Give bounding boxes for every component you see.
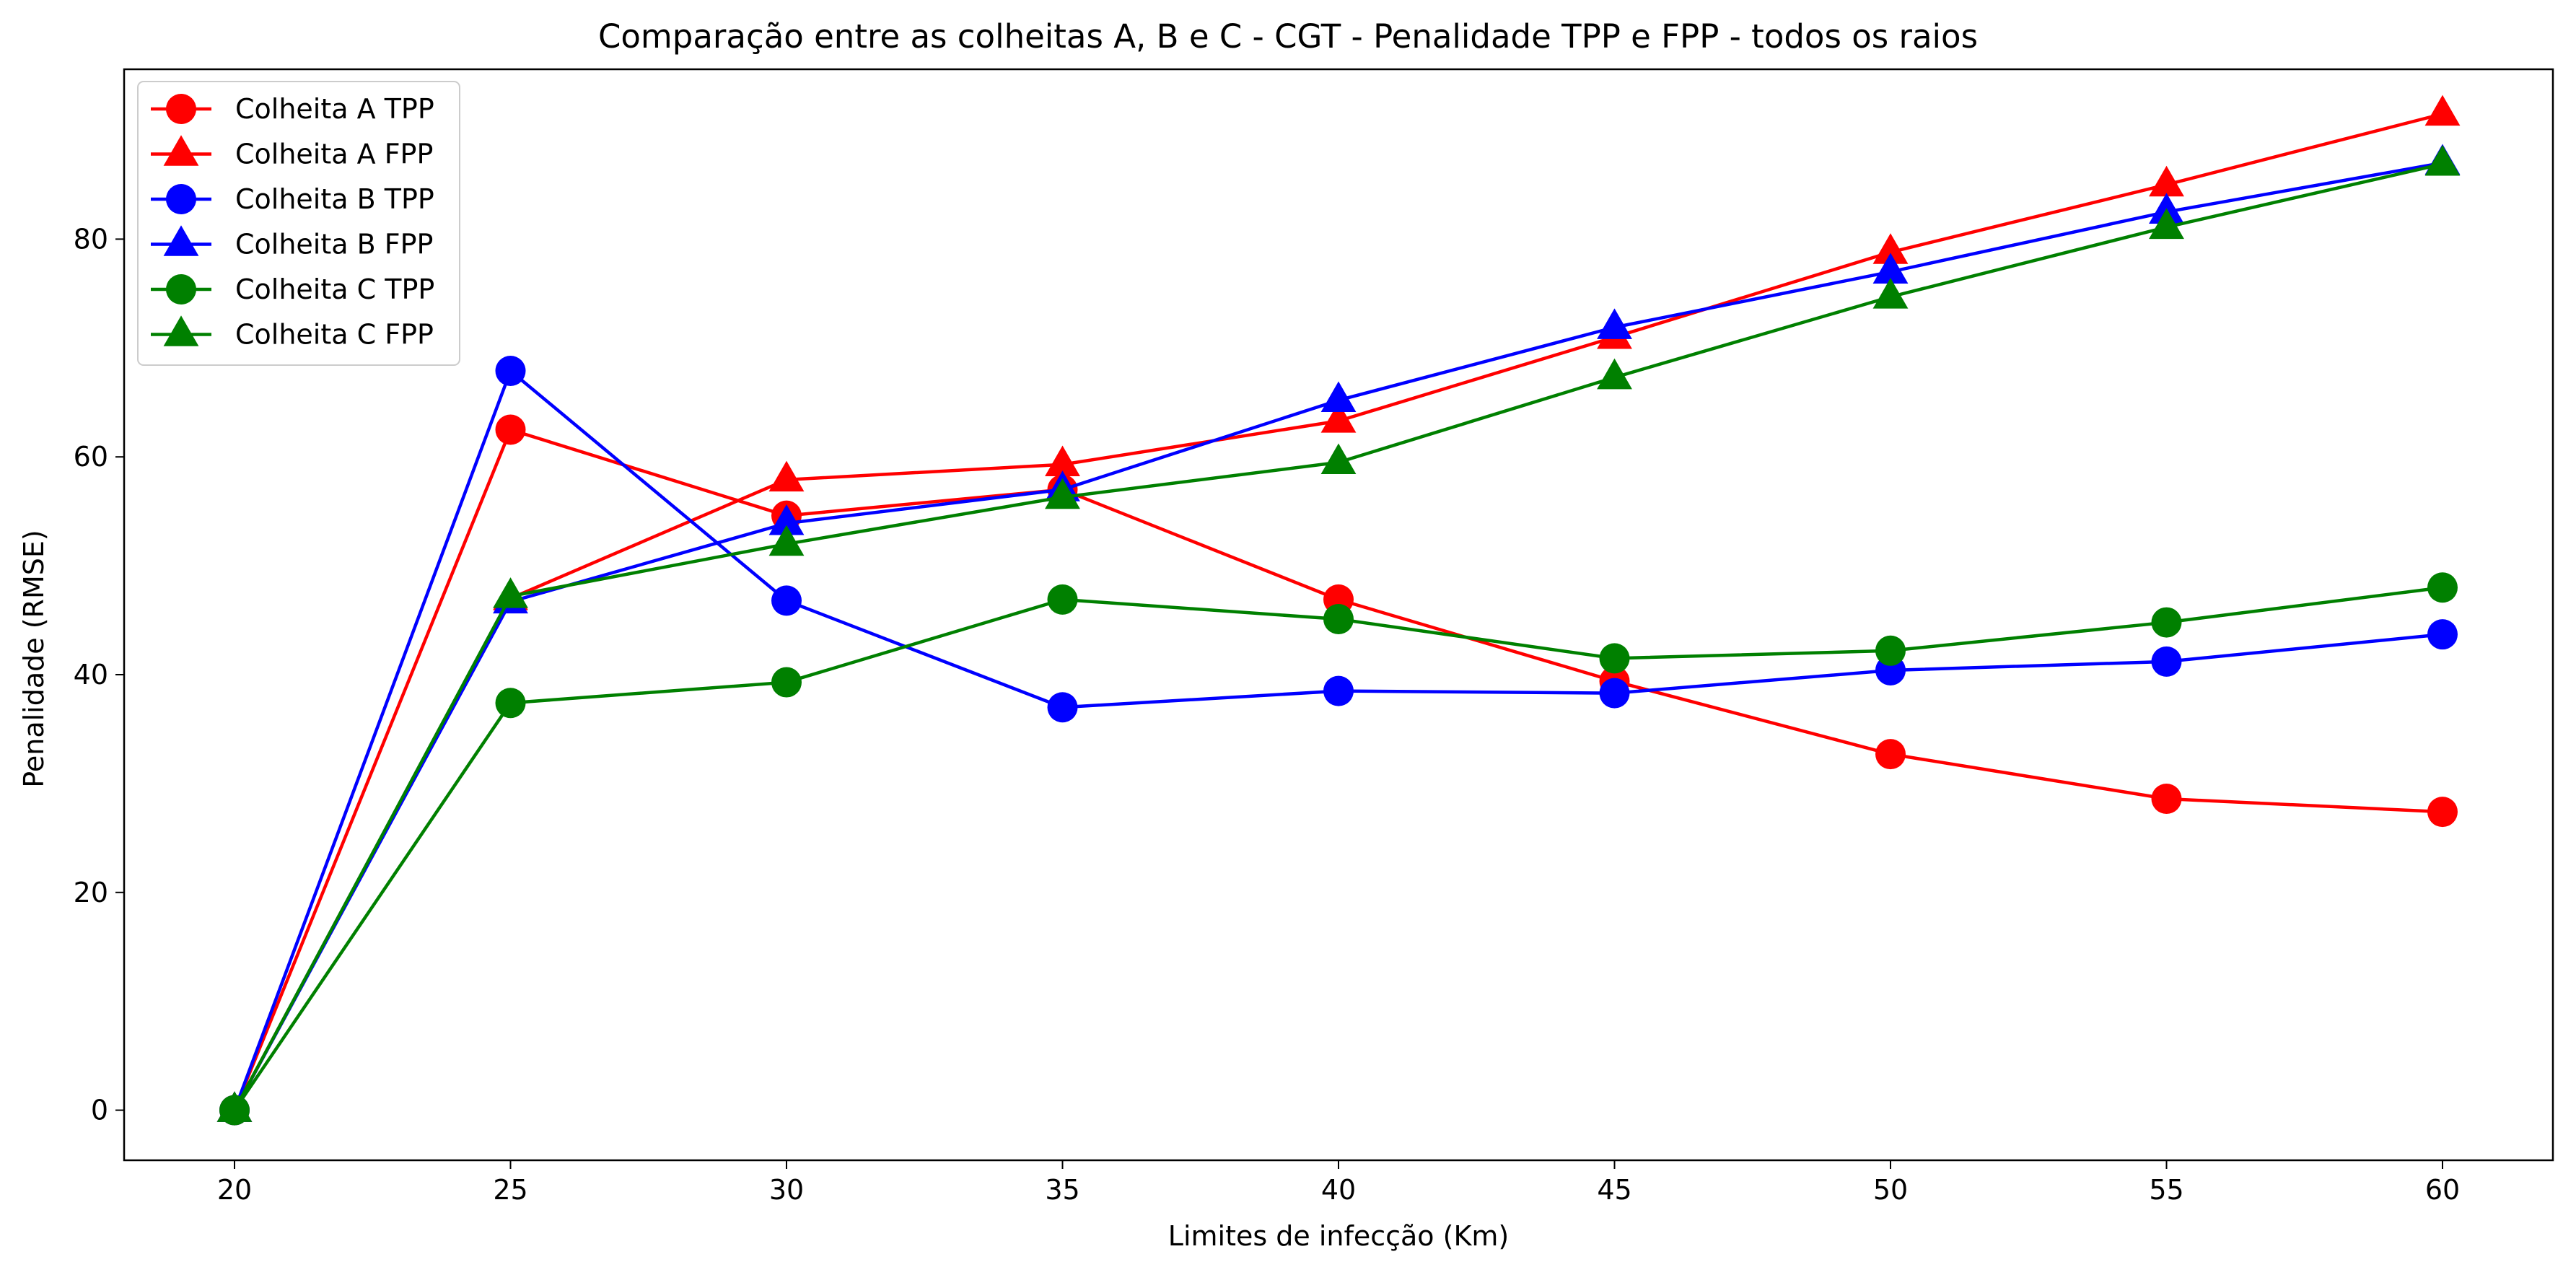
x-tick-label: 30 <box>769 1174 804 1206</box>
series-line <box>233 162 2443 1111</box>
data-point <box>216 1091 253 1122</box>
data-point <box>2149 165 2184 197</box>
x-tick-label: 35 <box>1045 1174 1079 1206</box>
legend-marker-circle-icon <box>166 274 196 304</box>
legend-item: Colheita A FPP <box>151 135 433 170</box>
data-point <box>768 460 805 492</box>
data-point <box>1599 643 1630 674</box>
data-point <box>1323 675 1354 706</box>
data-point <box>495 688 526 719</box>
x-tick-label: 60 <box>2425 1174 2460 1206</box>
chart-title: Comparação entre as colheitas A, B e C -… <box>598 17 1978 56</box>
series-line <box>232 369 2443 1111</box>
data-point <box>1045 478 1080 509</box>
data-point <box>1597 308 1632 339</box>
legend-marker-triangle-icon <box>163 135 199 166</box>
data-point <box>2149 208 2184 240</box>
legend-item: Colheita A TPP <box>151 93 434 125</box>
data-point <box>1045 445 1080 477</box>
x-tick-label: 50 <box>1873 1174 1908 1206</box>
data-point <box>1320 402 1357 433</box>
legend-item: Colheita C TPP <box>151 273 434 305</box>
legend-marker-circle-icon <box>166 184 196 214</box>
data-point <box>1872 278 1909 309</box>
legend: Colheita A TPP Colheita A FPP Colheita B T… <box>137 81 460 366</box>
y-tick-label: 80 <box>74 223 108 255</box>
x-tick-label: 25 <box>493 1174 527 1206</box>
data-point <box>1320 443 1357 475</box>
data-point <box>2427 572 2458 603</box>
data-point <box>1875 739 1906 770</box>
data-point <box>493 577 528 608</box>
plot-area: 20 25 30 35 40 45 50 55 60 0 20 40 60 80 <box>74 68 2554 1206</box>
data-point <box>771 585 802 616</box>
legend-label: Colheita B TPP <box>235 183 434 215</box>
data-point <box>2151 646 2182 677</box>
legend-label: Colheita C TPP <box>235 273 434 305</box>
data-point <box>2424 95 2461 126</box>
legend-item: Colheita C FPP <box>151 315 434 351</box>
data-point <box>1320 381 1357 413</box>
series-line <box>233 161 2443 1111</box>
data-point <box>2151 607 2182 638</box>
legend-item: Colheita B TPP <box>151 183 434 215</box>
legend-label: Colheita A FPP <box>235 139 433 170</box>
y-tick-label: 20 <box>74 877 108 908</box>
data-point <box>1047 692 1078 723</box>
legend-marker-triangle-icon <box>163 315 199 346</box>
legend-box <box>137 81 460 366</box>
data-point <box>495 414 526 445</box>
data-point <box>1323 604 1354 635</box>
data-point <box>495 355 526 386</box>
series-colheita-a-tpp <box>219 414 2458 1126</box>
data-point <box>1875 635 1906 666</box>
series-colheita-c-fpp <box>216 145 2461 1122</box>
y-tick-label: 60 <box>74 441 108 473</box>
x-tick-label: 20 <box>217 1174 252 1206</box>
x-axis-label: Limites de infecção (Km) <box>1168 1220 1509 1252</box>
data-point <box>771 667 802 698</box>
legend-marker-triangle-icon <box>163 225 199 256</box>
y-tick-label: 0 <box>91 1095 108 1126</box>
data-point <box>2424 145 2461 176</box>
legend-item: Colheita B FPP <box>151 225 433 260</box>
series-line <box>232 428 2443 1111</box>
data-point <box>1047 584 1078 615</box>
data-point <box>2151 784 2182 815</box>
legend-label: Colheita C FPP <box>235 319 434 351</box>
data-point <box>1872 233 1909 264</box>
legend-label: Colheita B FPP <box>235 229 433 260</box>
series-colheita-c-tpp <box>219 572 2458 1126</box>
series-line <box>233 586 2443 1111</box>
x-tick-label: 45 <box>1597 1174 1631 1206</box>
x-tick-label: 55 <box>2149 1174 2183 1206</box>
data-point <box>1597 358 1632 390</box>
data-point <box>768 525 805 556</box>
data-point <box>1599 678 1630 709</box>
x-tick-label: 40 <box>1321 1174 1356 1206</box>
axes-frame <box>123 68 2554 1162</box>
legend-label: Colheita A TPP <box>235 93 434 125</box>
data-point <box>2427 797 2458 828</box>
y-tick-label: 40 <box>74 659 108 691</box>
data-point <box>1872 253 1909 284</box>
data-point <box>768 504 805 535</box>
y-axis-label: Penalidade (RMSE) <box>18 530 50 787</box>
data-point <box>2427 619 2458 650</box>
legend-marker-circle-icon <box>166 94 196 124</box>
